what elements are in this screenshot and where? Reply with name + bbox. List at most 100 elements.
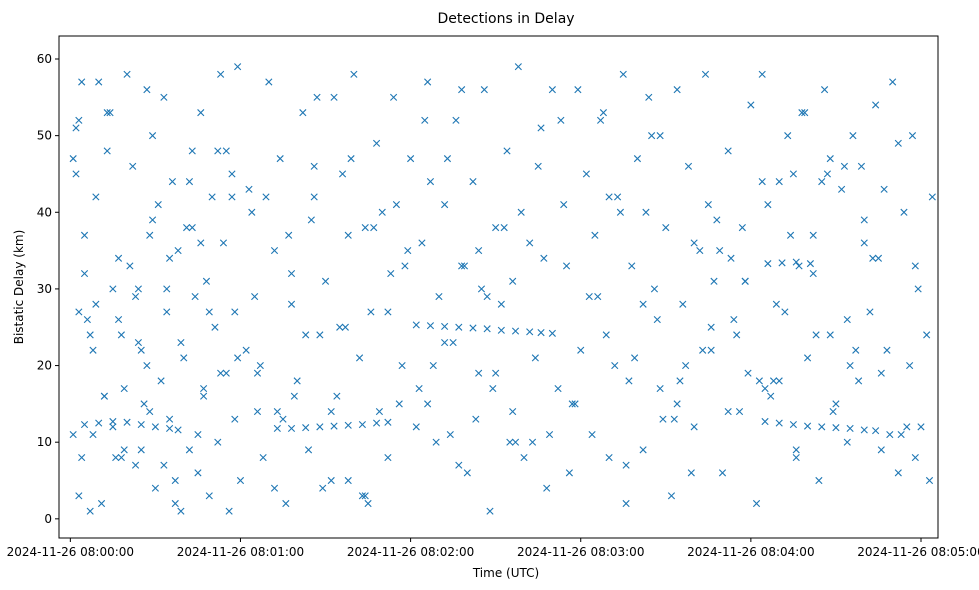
data-point bbox=[557, 116, 565, 124]
data-point bbox=[123, 418, 131, 426]
data-point bbox=[80, 231, 89, 239]
data-point bbox=[293, 377, 301, 385]
data-point bbox=[86, 331, 94, 339]
data-point bbox=[205, 308, 213, 316]
data-point bbox=[585, 292, 593, 301]
data-point bbox=[214, 438, 222, 446]
data-point bbox=[820, 86, 829, 94]
data-point bbox=[477, 285, 486, 293]
data-point bbox=[795, 262, 803, 270]
data-point bbox=[313, 93, 321, 101]
data-point bbox=[908, 132, 917, 140]
data-point bbox=[424, 400, 432, 408]
data-point bbox=[872, 101, 880, 109]
data-point bbox=[906, 361, 914, 370]
x-axis-label: Time (UTC) bbox=[472, 566, 539, 580]
data-point bbox=[168, 178, 177, 186]
data-point bbox=[185, 446, 194, 454]
data-point bbox=[869, 254, 877, 262]
y-tick-label: 40 bbox=[37, 205, 52, 219]
data-point bbox=[687, 469, 695, 477]
data-point bbox=[389, 93, 398, 101]
data-point bbox=[699, 346, 707, 354]
data-point bbox=[234, 354, 242, 362]
data-point bbox=[531, 354, 539, 362]
data-point bbox=[78, 78, 86, 86]
data-point bbox=[316, 423, 324, 431]
data-point bbox=[270, 247, 279, 255]
data-point bbox=[818, 178, 826, 186]
data-point bbox=[625, 377, 633, 385]
data-point bbox=[95, 419, 103, 427]
data-point bbox=[197, 109, 205, 117]
data-point bbox=[560, 201, 568, 209]
data-point bbox=[767, 392, 775, 400]
data-point bbox=[109, 285, 117, 293]
data-point bbox=[460, 262, 469, 270]
data-point bbox=[690, 423, 698, 431]
data-point bbox=[131, 292, 140, 301]
data-point bbox=[134, 285, 142, 293]
data-point bbox=[72, 124, 80, 132]
data-point bbox=[860, 239, 868, 247]
data-point bbox=[500, 224, 508, 232]
data-point bbox=[143, 86, 151, 94]
data-point bbox=[69, 430, 77, 439]
data-point bbox=[208, 193, 216, 201]
data-point bbox=[302, 331, 310, 339]
data-point bbox=[809, 231, 817, 239]
data-point bbox=[650, 285, 659, 293]
data-point bbox=[619, 70, 627, 78]
data-point bbox=[109, 423, 117, 431]
data-point bbox=[806, 260, 814, 268]
data-point bbox=[846, 361, 854, 370]
data-point bbox=[458, 262, 466, 270]
data-point bbox=[772, 300, 780, 308]
data-point bbox=[548, 86, 556, 94]
data-point bbox=[602, 331, 610, 339]
data-point bbox=[761, 384, 769, 393]
data-point bbox=[188, 147, 196, 155]
data-point bbox=[358, 420, 366, 429]
data-point bbox=[735, 407, 744, 416]
data-point bbox=[418, 239, 426, 247]
data-point bbox=[497, 326, 505, 334]
data-point bbox=[92, 193, 100, 201]
data-point bbox=[781, 308, 789, 316]
data-point bbox=[588, 430, 596, 439]
data-point bbox=[183, 224, 191, 232]
data-point bbox=[528, 438, 537, 446]
data-point bbox=[134, 338, 142, 347]
data-point bbox=[545, 430, 554, 439]
data-point bbox=[304, 446, 313, 454]
data-point bbox=[112, 453, 120, 462]
data-point bbox=[755, 377, 763, 385]
data-point bbox=[165, 415, 174, 423]
data-point bbox=[344, 231, 352, 239]
data-point bbox=[449, 338, 457, 347]
data-point bbox=[537, 124, 545, 132]
data-point bbox=[596, 116, 605, 124]
data-point bbox=[843, 438, 851, 446]
data-point bbox=[682, 361, 690, 370]
data-point bbox=[97, 499, 106, 508]
data-point bbox=[219, 239, 228, 247]
data-point bbox=[886, 430, 894, 439]
data-point bbox=[792, 446, 800, 454]
data-point bbox=[662, 224, 670, 232]
data-point bbox=[217, 70, 225, 78]
data-point bbox=[157, 377, 165, 385]
data-point bbox=[872, 427, 880, 435]
data-point bbox=[194, 430, 202, 439]
data-point bbox=[928, 193, 936, 201]
data-point bbox=[137, 420, 145, 429]
data-point bbox=[880, 185, 888, 193]
y-tick-label: 50 bbox=[37, 129, 52, 143]
data-point bbox=[866, 308, 874, 316]
data-point bbox=[211, 323, 219, 331]
data-point bbox=[577, 346, 585, 354]
data-point bbox=[914, 285, 922, 293]
data-point bbox=[469, 178, 477, 186]
data-point bbox=[441, 201, 449, 209]
data-point bbox=[775, 377, 783, 385]
